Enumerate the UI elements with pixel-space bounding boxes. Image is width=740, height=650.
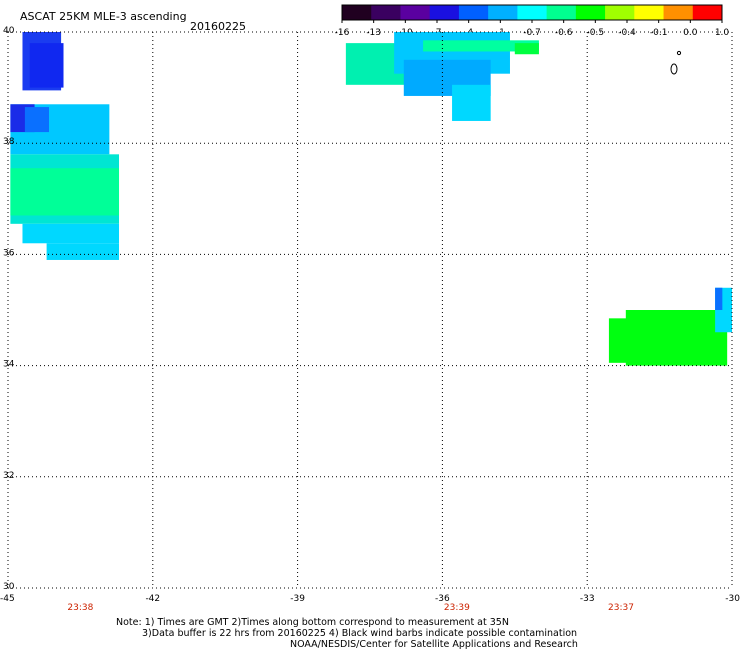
colorbar-swatch [634, 5, 665, 20]
note-line-1: Note: 1) Times are GMT 2)Times along bot… [116, 617, 509, 628]
longitude-tick-label: -39 [290, 594, 305, 604]
pass-time-label: 23:37 [608, 603, 634, 613]
colorbar-swatch [458, 5, 489, 20]
map-title: ASCAT 25KM MLE-3 ascending [20, 10, 187, 23]
colorbar-swatch [429, 5, 460, 20]
colorbar-swatch [517, 5, 548, 20]
colorbar-swatch [488, 5, 518, 20]
gridlines [7, 31, 733, 589]
colorbar-tick-label: -0.1 [650, 28, 668, 38]
colorbar-tick-label: -16 [335, 28, 350, 38]
colorbar-swatch [546, 5, 577, 20]
pass-time-label: 23:39 [444, 603, 470, 613]
swath-block [715, 287, 723, 310]
pass-times: 23:38 23:39 23:37 [67, 603, 634, 613]
longitude-tick-label: -30 [725, 594, 740, 604]
latitude-tick-label: 32 [3, 471, 14, 481]
map-date: 20160225 [190, 20, 246, 33]
swath-block [452, 84, 491, 121]
swath-layer [10, 32, 732, 366]
colorbar-tick-label: -0.4 [618, 28, 636, 38]
colorbar-swatch [400, 5, 431, 20]
longitude-labels: -45 -42 -39 -36 -33 -30 [0, 594, 740, 604]
colorbar-tick-label: -13 [366, 28, 381, 38]
colorbar-swatch [575, 5, 606, 20]
credit-line: NOAA/NESDIS/Center for Satellite Applica… [290, 639, 578, 650]
longitude-tick-label: -33 [580, 594, 595, 604]
latitude-tick-label: 34 [3, 360, 15, 370]
longitude-tick-label: -42 [145, 594, 160, 604]
colorbar-tick-label: -0.5 [587, 28, 605, 38]
colorbar-swatch [371, 5, 401, 20]
colorbar-swatch [342, 5, 372, 20]
colorbar-swatch [605, 5, 635, 20]
colorbar-swatch [692, 5, 723, 20]
colorbar-swatch [663, 5, 694, 20]
latitude-tick-label: 36 [3, 248, 15, 258]
latitude-tick-label: 38 [3, 137, 15, 147]
latitude-tick-label: 40 [3, 26, 15, 36]
note-line-2: 3)Data buffer is 22 hrs from 20160225 4)… [142, 628, 577, 639]
swath-block [10, 168, 120, 216]
colorbar-tick-label: -0.6 [555, 28, 573, 38]
latitude-tick-label: 30 [3, 582, 15, 592]
swath-block [625, 310, 728, 366]
swath-block [22, 223, 120, 244]
swath-block [29, 43, 64, 88]
swath-block [514, 43, 539, 55]
swath-block [24, 107, 50, 133]
colorbar-tick-label: 1.0 [715, 28, 730, 38]
longitude-tick-label: -45 [0, 594, 15, 604]
longitude-tick-label: -36 [435, 594, 450, 604]
wind-barb-icon [670, 50, 682, 75]
colorbar: -16-13-10-7-4-1-0.7-0.6-0.5-0.4-0.10.01.… [335, 4, 730, 38]
latitude-labels: 40 38 36 34 32 30 [3, 26, 15, 592]
pass-time-label: 23:38 [67, 603, 93, 613]
swath-block [46, 243, 120, 260]
swath-block [608, 318, 641, 363]
colorbar-tick-label: -0.7 [523, 28, 541, 38]
colorbar-tick-label: 0.0 [683, 28, 698, 38]
swath-block [423, 40, 539, 52]
